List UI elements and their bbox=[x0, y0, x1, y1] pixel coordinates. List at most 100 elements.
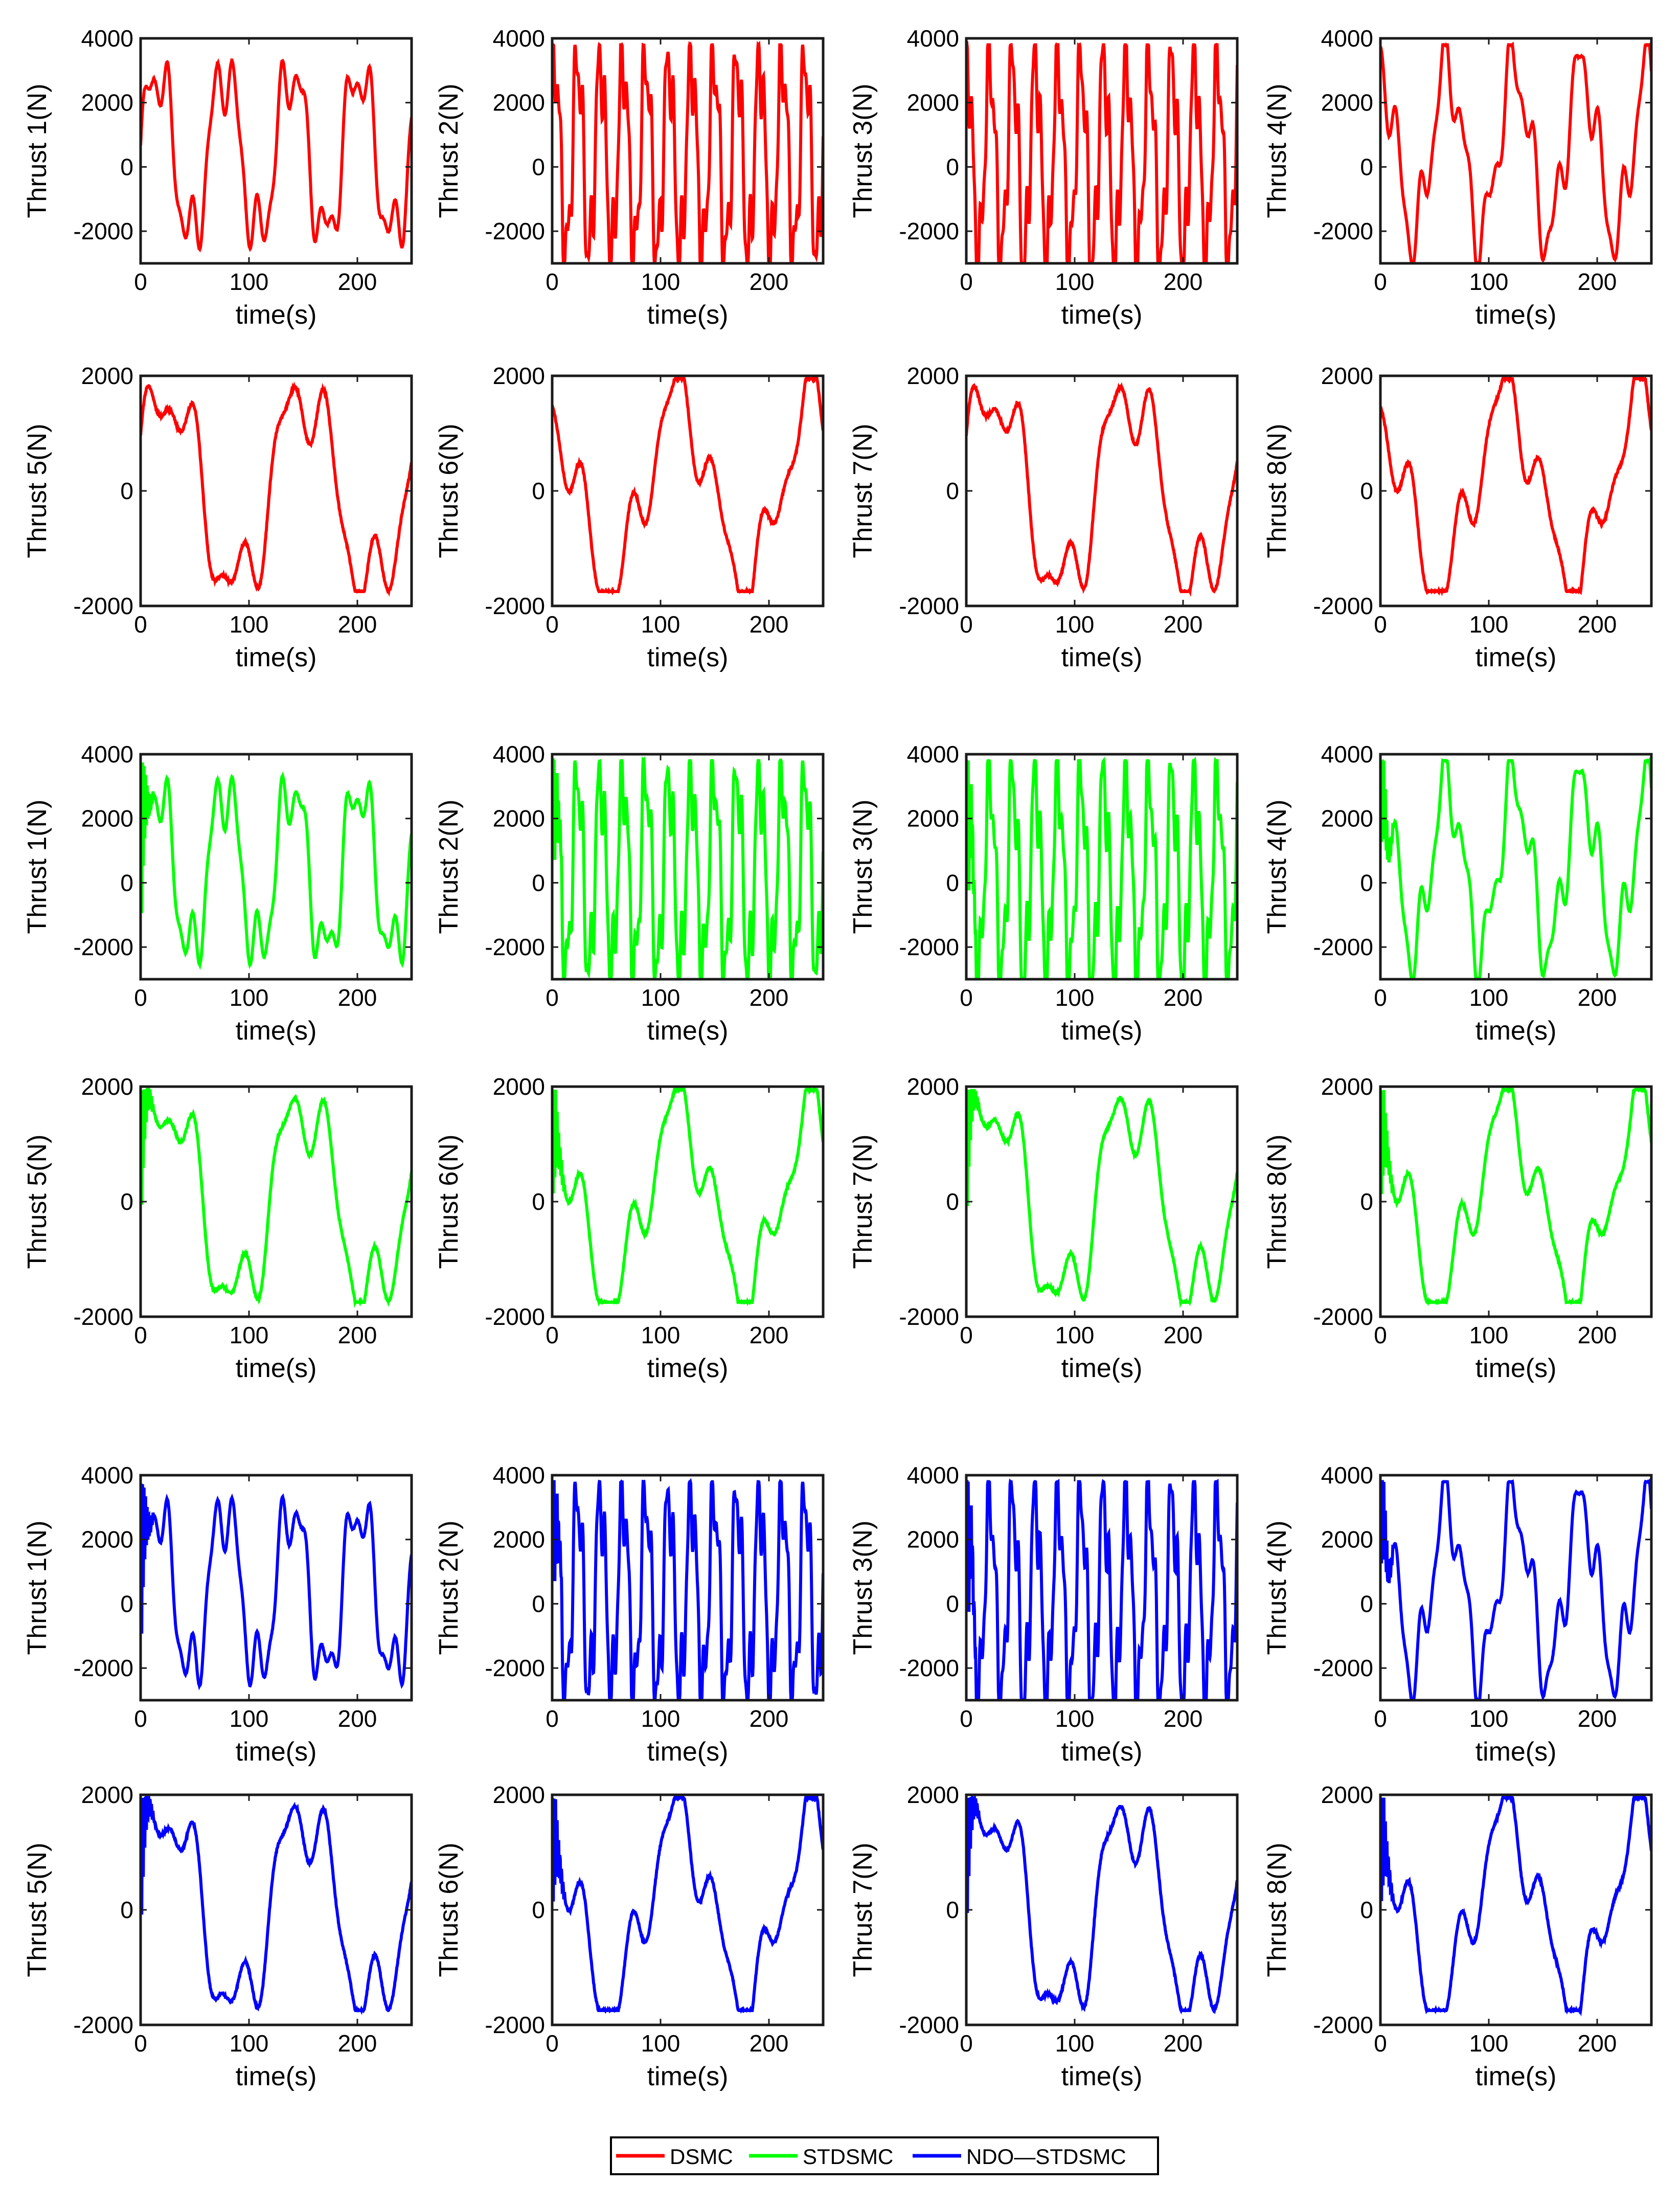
y-tick-label: 0 bbox=[532, 478, 545, 504]
x-axis-label: time(s) bbox=[1061, 1016, 1143, 1046]
y-tick-label: 2000 bbox=[907, 805, 959, 832]
y-tick-label: 0 bbox=[946, 1590, 959, 1617]
series-line-dsmc bbox=[966, 382, 1237, 597]
y-tick-label: 4000 bbox=[1321, 741, 1373, 768]
y-axis-label: Thrust 1(N) bbox=[22, 1521, 52, 1655]
series-line-ndostdsmc bbox=[552, 1795, 823, 2014]
x-axis-label: time(s) bbox=[647, 300, 729, 330]
y-axis-label: Thrust 7(N) bbox=[848, 424, 878, 558]
x-tick-label: 200 bbox=[1578, 984, 1617, 1011]
x-tick-label: 0 bbox=[546, 1322, 559, 1348]
series-line-stdsmc bbox=[141, 1087, 412, 1309]
y-tick-label: -2000 bbox=[485, 593, 545, 619]
plot-frame bbox=[139, 37, 413, 265]
y-tick-label: 4000 bbox=[907, 1462, 959, 1489]
y-tick-label: -2000 bbox=[1313, 934, 1373, 960]
x-tick-label: 100 bbox=[230, 1705, 269, 1732]
y-tick-label: 0 bbox=[1360, 1590, 1373, 1617]
y-axis-label: Thrust 3(N) bbox=[848, 800, 878, 934]
y-tick-label: 2000 bbox=[1321, 89, 1373, 116]
x-tick-label: 200 bbox=[338, 1322, 377, 1348]
x-tick-label: 0 bbox=[134, 1705, 147, 1732]
plot-frame bbox=[139, 1474, 413, 1702]
y-tick-label: -2000 bbox=[485, 1303, 545, 1330]
x-tick-label: 200 bbox=[1164, 1705, 1203, 1732]
y-tick-label: 2000 bbox=[81, 1526, 133, 1553]
y-axis-label: Thrust 1(N) bbox=[22, 800, 52, 934]
x-axis-label: time(s) bbox=[647, 2062, 729, 2091]
x-tick-label: 100 bbox=[1055, 268, 1095, 295]
series-line-ndostdsmc bbox=[141, 1483, 412, 1690]
series-line-dsmc bbox=[552, 40, 823, 263]
series-line-dsmc bbox=[966, 40, 1237, 263]
y-tick-label: 2000 bbox=[81, 363, 133, 389]
y-tick-label: -2000 bbox=[73, 593, 133, 619]
y-tick-label: -2000 bbox=[899, 218, 959, 244]
x-axis-label: time(s) bbox=[647, 1354, 729, 1383]
x-tick-label: 0 bbox=[546, 611, 559, 638]
x-axis-label: time(s) bbox=[236, 643, 317, 672]
x-tick-label: 200 bbox=[1578, 611, 1617, 638]
y-tick-label: 4000 bbox=[81, 741, 133, 768]
series-line-dsmc bbox=[141, 381, 412, 597]
y-tick-label: 0 bbox=[1360, 153, 1373, 180]
x-axis-label: time(s) bbox=[1475, 300, 1557, 330]
series-line-ndostdsmc bbox=[141, 1795, 412, 2015]
x-tick-label: 100 bbox=[230, 611, 269, 638]
x-tick-label: 0 bbox=[1374, 984, 1387, 1011]
y-tick-label: 4000 bbox=[493, 741, 545, 768]
x-tick-label: 0 bbox=[134, 984, 147, 1011]
x-axis-label: time(s) bbox=[1475, 1016, 1557, 1046]
x-tick-label: 100 bbox=[230, 2030, 269, 2057]
x-tick-label: 0 bbox=[546, 2030, 559, 2057]
x-axis-label: time(s) bbox=[1061, 300, 1143, 330]
y-tick-label: 4000 bbox=[493, 1462, 545, 1489]
y-axis-label: Thrust 8(N) bbox=[1262, 424, 1292, 558]
y-tick-label: 2000 bbox=[493, 1782, 545, 1808]
plot-frame bbox=[551, 753, 825, 981]
x-tick-label: 0 bbox=[960, 268, 973, 295]
x-axis-label: time(s) bbox=[1475, 1354, 1557, 1383]
y-tick-label: 4000 bbox=[1321, 25, 1373, 52]
y-tick-label: -2000 bbox=[73, 1303, 133, 1330]
y-tick-label: 0 bbox=[120, 1897, 133, 1923]
legend: DSMC STDSMC NDO—STDSMC bbox=[610, 2136, 1159, 2175]
y-axis-label: Thrust 6(N) bbox=[434, 1843, 464, 1977]
y-tick-label: 2000 bbox=[1321, 1073, 1373, 1100]
x-tick-label: 200 bbox=[1164, 268, 1203, 295]
y-tick-label: 2000 bbox=[81, 89, 133, 116]
x-axis-label: time(s) bbox=[1061, 1737, 1143, 1767]
x-tick-label: 100 bbox=[1055, 984, 1095, 1011]
x-tick-label: 100 bbox=[1469, 611, 1509, 638]
y-tick-label: 2000 bbox=[907, 1526, 959, 1553]
y-tick-label: 4000 bbox=[81, 25, 133, 52]
x-tick-label: 0 bbox=[134, 2030, 147, 2057]
y-axis-label: Thrust 3(N) bbox=[848, 84, 878, 218]
plot-frame bbox=[551, 37, 825, 265]
x-tick-label: 100 bbox=[641, 1705, 680, 1732]
series-line-stdsmc bbox=[966, 1089, 1237, 1309]
y-tick-label: 0 bbox=[120, 1590, 133, 1617]
series-line-ndostdsmc bbox=[1380, 1795, 1651, 2017]
y-axis-label: Thrust 8(N) bbox=[1262, 1135, 1292, 1269]
x-tick-label: 200 bbox=[1578, 2030, 1617, 2057]
series-line-dsmc bbox=[552, 376, 823, 596]
y-axis-label: Thrust 8(N) bbox=[1262, 1843, 1292, 1977]
x-tick-label: 0 bbox=[960, 1705, 973, 1732]
y-axis-label: Thrust 2(N) bbox=[434, 800, 464, 934]
x-tick-label: 100 bbox=[1469, 1322, 1509, 1348]
x-tick-label: 100 bbox=[1055, 1322, 1095, 1348]
x-tick-label: 200 bbox=[1578, 1322, 1617, 1348]
y-tick-label: -2000 bbox=[485, 2012, 545, 2038]
y-tick-label: -2000 bbox=[485, 934, 545, 960]
x-tick-label: 0 bbox=[960, 2030, 973, 2057]
x-tick-label: 200 bbox=[1164, 1322, 1203, 1348]
x-axis-label: time(s) bbox=[236, 2062, 317, 2091]
y-tick-label: 0 bbox=[1360, 1897, 1373, 1923]
